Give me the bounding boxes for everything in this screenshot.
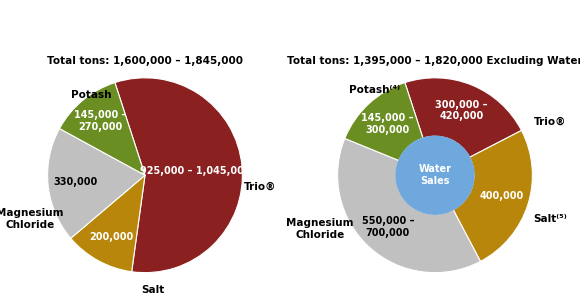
Circle shape: [396, 136, 474, 214]
Text: Water
Sales: Water Sales: [419, 165, 451, 186]
Wedge shape: [338, 138, 480, 273]
Text: 400,000: 400,000: [480, 191, 524, 201]
Text: 145,000 –
300,000: 145,000 – 300,000: [361, 113, 414, 135]
Wedge shape: [453, 130, 532, 261]
Text: 925,000 – 1,045,000: 925,000 – 1,045,000: [140, 166, 251, 176]
Text: 2015 Productive Capacity⁽¹⁾⁽²⁾ (tons): 2015 Productive Capacity⁽¹⁾⁽²⁾ (tons): [39, 28, 251, 38]
Text: Salt: Salt: [141, 285, 164, 295]
Text: Magnesium
Chloride: Magnesium Chloride: [0, 208, 64, 230]
Wedge shape: [405, 78, 521, 157]
Text: Total tons: 1,600,000 – 1,845,000: Total tons: 1,600,000 – 1,845,000: [47, 56, 243, 66]
Text: 330,000: 330,000: [53, 177, 97, 187]
Text: Magnesium
Chloride: Magnesium Chloride: [287, 218, 354, 240]
Text: Total tons: 1,395,000 – 1,820,000 Excluding Water: Total tons: 1,395,000 – 1,820,000 Exclud…: [287, 56, 580, 66]
Text: Salt⁽⁵⁾: Salt⁽⁵⁾: [533, 214, 567, 224]
Text: Potash: Potash: [71, 90, 112, 100]
Wedge shape: [345, 83, 423, 160]
Text: 200,000: 200,000: [89, 232, 133, 242]
Text: 550,000 –
700,000: 550,000 – 700,000: [362, 217, 414, 238]
Text: Trio®: Trio®: [244, 182, 276, 192]
Wedge shape: [71, 175, 145, 272]
Wedge shape: [60, 83, 145, 175]
Text: Potash⁽⁴⁾: Potash⁽⁴⁾: [349, 85, 400, 94]
Wedge shape: [115, 78, 242, 273]
Text: 2017 Productive Capacity⁽¹⁾⁽³⁾ (tons): 2017 Productive Capacity⁽¹⁾⁽³⁾ (tons): [329, 28, 541, 38]
Wedge shape: [48, 129, 145, 238]
Text: 300,000 –
420,000: 300,000 – 420,000: [436, 99, 488, 121]
Text: 145,000 –
270,000: 145,000 – 270,000: [74, 110, 126, 132]
Text: Trio®: Trio®: [534, 117, 566, 127]
